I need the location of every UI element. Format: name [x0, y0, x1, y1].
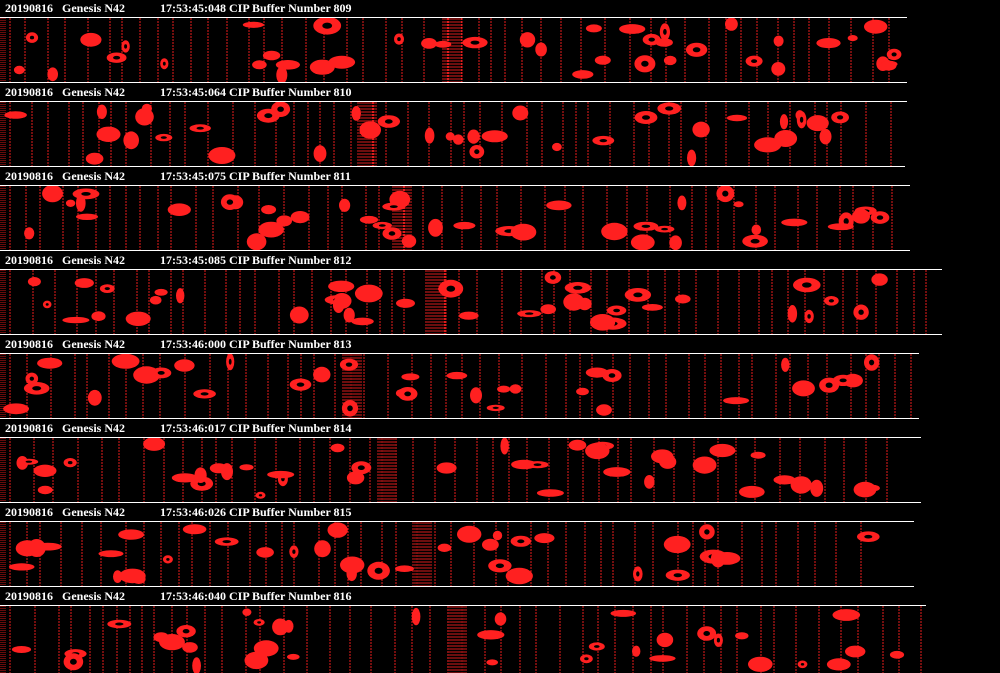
strip-probe: Genesis N42 — [62, 337, 125, 351]
strip-header: 20190816 Genesis N42 17:53:45:085 CIP Bu… — [0, 252, 1000, 268]
base-rule — [0, 166, 905, 167]
strip-header: 20190816 Genesis N42 17:53:46:017 CIP Bu… — [0, 420, 1000, 436]
strip-time-buffer: 17:53:46:017 CIP Buffer Number 814 — [160, 421, 352, 435]
buffer-strip-816: 20190816 Genesis N42 17:53:46:040 CIP Bu… — [0, 588, 1000, 673]
strip-date: 20190816 — [5, 505, 53, 519]
particle-image — [0, 522, 882, 586]
base-rule — [0, 82, 907, 83]
strip-date: 20190816 — [5, 589, 53, 603]
strip-probe: Genesis N42 — [62, 1, 125, 15]
strip-date: 20190816 — [5, 337, 53, 351]
strip-header: 20190816 Genesis N42 17:53:46:000 CIP Bu… — [0, 336, 1000, 352]
header-rule — [0, 101, 907, 102]
base-rule — [0, 250, 910, 251]
strip-date: 20190816 — [5, 85, 53, 99]
buffer-strip-812: 20190816 Genesis N42 17:53:45:085 CIP Bu… — [0, 252, 1000, 336]
buffer-strip-815: 20190816 Genesis N42 17:53:46:026 CIP Bu… — [0, 504, 1000, 588]
buffer-strip-811: 20190816 Genesis N42 17:53:45:075 CIP Bu… — [0, 168, 1000, 252]
header-rule — [0, 605, 926, 606]
strip-date: 20190816 — [5, 253, 53, 267]
strip-header: 20190816 Genesis N42 17:53:45:048 CIP Bu… — [0, 0, 1000, 16]
header-rule — [0, 17, 907, 18]
strip-date: 20190816 — [5, 1, 53, 15]
strip-time-buffer: 17:53:45:064 CIP Buffer Number 810 — [160, 85, 352, 99]
base-rule — [0, 586, 914, 587]
particle-image — [0, 606, 926, 673]
strip-probe: Genesis N42 — [62, 589, 125, 603]
strip-probe: Genesis N42 — [62, 421, 125, 435]
particle-image — [0, 18, 907, 82]
base-rule — [0, 418, 919, 419]
strip-probe: Genesis N42 — [62, 85, 125, 99]
strip-date: 20190816 — [5, 169, 53, 183]
strip-time-buffer: 17:53:46:026 CIP Buffer Number 815 — [160, 505, 352, 519]
particle-image — [0, 438, 893, 502]
strip-probe: Genesis N42 — [62, 253, 125, 267]
base-rule — [0, 334, 942, 335]
particle-image — [0, 354, 919, 418]
strip-time-buffer: 17:53:45:048 CIP Buffer Number 809 — [160, 1, 352, 15]
particle-image — [0, 186, 910, 250]
strip-time-buffer: 17:53:46:000 CIP Buffer Number 813 — [160, 337, 352, 351]
header-rule — [0, 353, 919, 354]
buffer-strip-810: 20190816 Genesis N42 17:53:45:064 CIP Bu… — [0, 84, 1000, 168]
strip-time-buffer: 17:53:46:040 CIP Buffer Number 816 — [160, 589, 352, 603]
header-rule — [0, 521, 914, 522]
buffer-strip-814: 20190816 Genesis N42 17:53:46:017 CIP Bu… — [0, 420, 1000, 504]
header-rule — [0, 269, 942, 270]
strip-date: 20190816 — [5, 421, 53, 435]
strip-header: 20190816 Genesis N42 17:53:46:026 CIP Bu… — [0, 504, 1000, 520]
strip-probe: Genesis N42 — [62, 169, 125, 183]
strip-time-buffer: 17:53:45:075 CIP Buffer Number 811 — [160, 169, 351, 183]
header-rule — [0, 437, 921, 438]
buffer-strip-809: 20190816 Genesis N42 17:53:45:048 CIP Bu… — [0, 0, 1000, 84]
strip-time-buffer: 17:53:45:085 CIP Buffer Number 812 — [160, 253, 352, 267]
strip-header: 20190816 Genesis N42 17:53:45:075 CIP Bu… — [0, 168, 1000, 184]
buffer-strip-813: 20190816 Genesis N42 17:53:46:000 CIP Bu… — [0, 336, 1000, 420]
base-rule — [0, 502, 921, 503]
header-rule — [0, 185, 910, 186]
particle-image — [0, 102, 905, 166]
strip-header: 20190816 Genesis N42 17:53:46:040 CIP Bu… — [0, 588, 1000, 604]
particle-image — [0, 270, 942, 334]
strip-probe: Genesis N42 — [62, 505, 125, 519]
strip-header: 20190816 Genesis N42 17:53:45:064 CIP Bu… — [0, 84, 1000, 100]
